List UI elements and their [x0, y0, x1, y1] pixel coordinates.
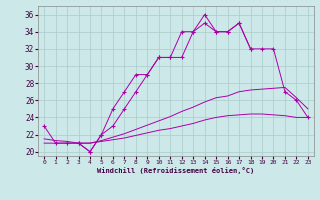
X-axis label: Windchill (Refroidissement éolien,°C): Windchill (Refroidissement éolien,°C): [97, 167, 255, 174]
